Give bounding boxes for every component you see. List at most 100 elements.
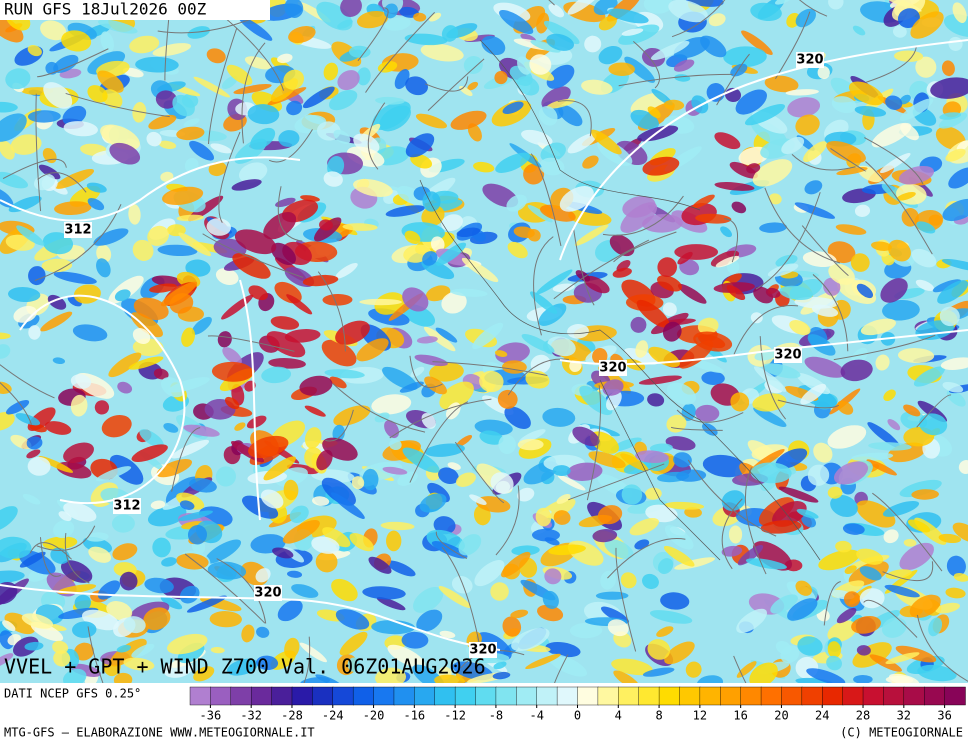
field-blob [796, 508, 819, 519]
field-blob [813, 442, 833, 463]
coastline [419, 179, 821, 561]
field-blob [545, 641, 581, 658]
streamline [865, 161, 933, 255]
field-blob [618, 24, 660, 45]
field-blob [222, 347, 242, 365]
field-blob [271, 242, 296, 266]
field-blob [275, 197, 296, 208]
field-blob [537, 604, 564, 622]
field-blob [695, 213, 732, 224]
field-blob [828, 263, 855, 285]
field-blob [939, 112, 962, 120]
streamline [367, 102, 386, 170]
field-blob [231, 179, 262, 191]
field-blob [851, 615, 881, 634]
field-blob [476, 496, 511, 513]
field-blob [5, 400, 30, 415]
field-blob [840, 359, 873, 382]
field-blob [371, 394, 412, 415]
field-blob [542, 407, 576, 427]
field-blob [775, 448, 808, 469]
field-blob [657, 257, 677, 278]
field-blob [939, 306, 960, 327]
field-blob [21, 613, 54, 629]
field-blob [402, 287, 429, 312]
field-blob [789, 320, 811, 336]
field-blob [335, 262, 358, 279]
field-blob [759, 222, 787, 233]
colorbar-tick-label: 20 [774, 709, 788, 723]
field-blob [807, 464, 830, 486]
field-blob [0, 332, 11, 340]
streamline [572, 226, 595, 306]
field-blob [493, 661, 507, 670]
colorbar-swatch [781, 686, 803, 706]
field-blob [642, 156, 680, 176]
field-blob [779, 285, 814, 301]
field-blob [439, 630, 456, 639]
field-blob [770, 594, 798, 614]
field-blob [144, 577, 174, 594]
field-blob [266, 331, 306, 358]
contour-label-box [796, 52, 824, 68]
colorbar-swatch [801, 686, 823, 706]
field-blob [899, 98, 934, 121]
field-blob [566, 462, 603, 481]
field-blob [696, 675, 724, 683]
contour-label-box [599, 360, 627, 376]
field-blob [903, 538, 917, 547]
field-blob [859, 566, 882, 581]
field-blob [701, 371, 725, 385]
field-blob [930, 77, 968, 99]
field-blob [424, 443, 465, 457]
field-blob [402, 304, 436, 327]
field-blob [286, 294, 313, 315]
field-blob [0, 653, 14, 668]
field-blob [607, 619, 629, 637]
field-blob [450, 288, 488, 297]
field-blob [312, 496, 330, 506]
field-blob [729, 161, 758, 179]
field-blob [900, 123, 919, 141]
field-blob [135, 56, 179, 73]
field-blob [113, 672, 133, 683]
field-blob [129, 35, 160, 54]
field-blob [438, 467, 459, 485]
field-blob [620, 202, 658, 233]
streamline [568, 463, 665, 501]
field-blob [602, 379, 624, 396]
field-blob [608, 62, 635, 76]
field-blob [836, 607, 857, 624]
field-blob [87, 198, 105, 211]
field-blob [903, 404, 921, 417]
colorbar-swatch [638, 686, 660, 706]
field-blob [797, 636, 823, 656]
field-blob [937, 280, 968, 304]
field-blob [848, 81, 884, 106]
field-blob [643, 0, 673, 14]
field-blob [335, 609, 370, 630]
field-blob [630, 316, 647, 333]
field-blob [224, 396, 240, 410]
field-blob [516, 76, 540, 96]
colorbar-tick-label: 8 [655, 709, 662, 723]
field-blob [828, 0, 844, 10]
field-blob [548, 3, 565, 18]
field-blob [896, 192, 916, 201]
streamline [764, 187, 841, 264]
field-blob [322, 293, 353, 306]
field-blob [624, 56, 656, 83]
field-blob [833, 461, 869, 485]
field-blob [247, 104, 280, 125]
colorbar-swatch [556, 686, 579, 706]
field-blob [119, 571, 138, 591]
field-blob [94, 400, 110, 415]
field-blob [132, 101, 147, 123]
colorbar-swatch [903, 686, 925, 706]
field-blob [907, 519, 931, 533]
field-blob [943, 14, 968, 37]
field-blob [97, 70, 124, 93]
streamline [0, 382, 32, 425]
field-blob [315, 551, 338, 573]
